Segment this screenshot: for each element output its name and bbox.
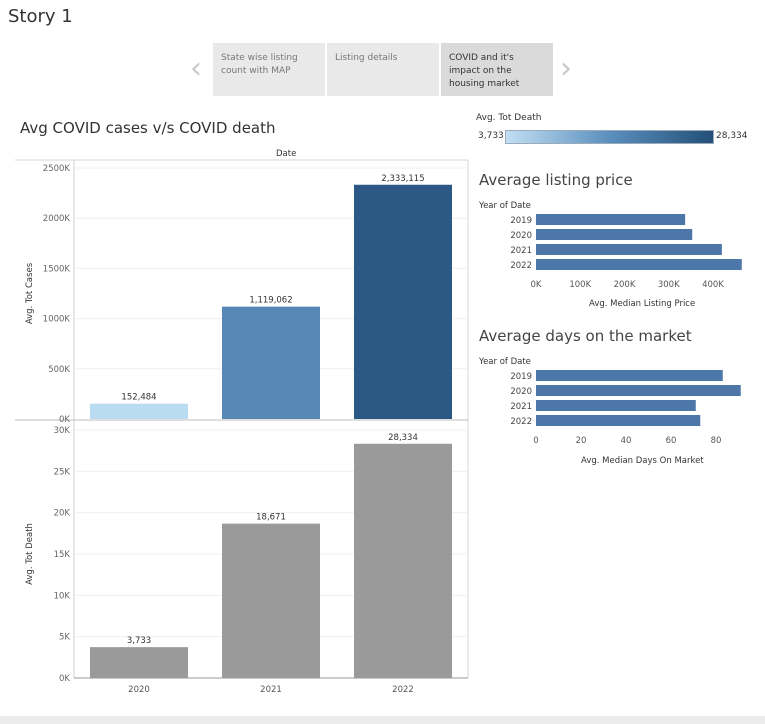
deaths-y-tick-label: 25K bbox=[54, 467, 71, 477]
days-market-bar-2019 bbox=[536, 370, 723, 381]
deaths-bar-2021 bbox=[222, 523, 320, 678]
listing-price-axis-title: Avg. Median Listing Price bbox=[589, 299, 696, 309]
listing-price-bar-2020 bbox=[536, 229, 693, 240]
footer-strip bbox=[0, 716, 765, 724]
cases-y-tick-label: 2000K bbox=[43, 214, 71, 224]
days-market-row-header: Year of Date bbox=[479, 357, 531, 367]
deaths-y-axis-title: Avg. Tot Death bbox=[25, 523, 35, 585]
deaths-data-label: 3,733 bbox=[127, 636, 151, 646]
deaths-y-tick-label: 30K bbox=[54, 426, 71, 436]
cases-data-label: 152,484 bbox=[121, 393, 156, 403]
days-market-row-label: 2019 bbox=[510, 372, 532, 382]
cases-y-tick-label: 0K bbox=[59, 415, 70, 425]
deaths-y-tick-label: 5K bbox=[59, 633, 70, 643]
listing-price-row-header: Year of Date bbox=[479, 201, 531, 211]
covid-dual-bar-chart: 0K500K1000K1500K2000K2500K152,4841,119,0… bbox=[15, 159, 742, 695]
deaths-data-label: 18,671 bbox=[256, 513, 286, 523]
x-tick-label: 2021 bbox=[260, 685, 282, 695]
listing-price-x-tick-label: 200K bbox=[614, 280, 636, 290]
listing-price-row-label: 2022 bbox=[510, 261, 532, 271]
deaths-y-tick-label: 20K bbox=[54, 509, 71, 519]
days-market-title: Average days on the market bbox=[479, 327, 692, 345]
deaths-bar-2020 bbox=[90, 647, 188, 678]
listing-price-bar-2021 bbox=[536, 244, 722, 255]
legend-title: Avg. Tot Death bbox=[476, 113, 542, 123]
deaths-y-tick-label: 0K bbox=[59, 674, 70, 684]
listing-price-x-tick-label: 100K bbox=[569, 280, 591, 290]
days-market-row-label: 2021 bbox=[510, 402, 532, 412]
days-market-x-tick-label: 60 bbox=[666, 436, 677, 446]
listing-price-row-label: 2019 bbox=[510, 216, 532, 226]
story-title: Story 1 bbox=[8, 6, 73, 27]
cases-y-tick-label: 2500K bbox=[43, 164, 71, 174]
days-market-x-tick-label: 20 bbox=[576, 436, 587, 446]
legend-color-ramp[interactable] bbox=[505, 130, 714, 144]
chevron-right-icon[interactable]: › bbox=[560, 51, 572, 86]
listing-price-x-tick-label: 0K bbox=[531, 280, 542, 290]
listing-price-bar-2022 bbox=[536, 259, 742, 270]
days-market-x-tick-label: 80 bbox=[711, 436, 722, 446]
cases-y-tick-label: 1000K bbox=[43, 315, 71, 325]
cases-data-label: 2,333,115 bbox=[381, 174, 424, 184]
days-market-x-tick-label: 40 bbox=[621, 436, 632, 446]
cases-y-tick-label: 500K bbox=[48, 365, 70, 375]
x-tick-label: 2020 bbox=[128, 685, 150, 695]
days-market-bar-2020 bbox=[536, 385, 741, 396]
cases-bar-2020 bbox=[90, 403, 188, 419]
days-market-row-label: 2022 bbox=[510, 417, 532, 427]
deaths-y-tick-label: 15K bbox=[54, 550, 71, 560]
story-point-listing-details[interactable]: Listing details bbox=[327, 43, 439, 96]
cases-data-label: 1,119,062 bbox=[249, 296, 292, 306]
story-point-label: Listing details bbox=[335, 53, 398, 63]
deaths-bar-2022 bbox=[354, 443, 452, 678]
listing-price-x-tick-label: 400K bbox=[702, 280, 724, 290]
days-market-bar-2021 bbox=[536, 400, 696, 411]
cases-y-tick-label: 1500K bbox=[43, 264, 71, 274]
deaths-y-tick-label: 10K bbox=[54, 591, 71, 601]
legend-max-label: 28,334 bbox=[716, 131, 748, 141]
listing-price-title: Average listing price bbox=[479, 171, 633, 189]
listing-price-bar-2019 bbox=[536, 214, 686, 225]
legend-min-label: 3,733 bbox=[478, 131, 504, 141]
story-point-state-map[interactable]: State wise listing count with MAP bbox=[213, 43, 325, 96]
story-point-label: COVID and it's impact on the housing mar… bbox=[449, 53, 520, 89]
x-tick-label: 2022 bbox=[392, 685, 414, 695]
days-market-x-tick-label: 0 bbox=[533, 436, 538, 446]
listing-price-x-tick-label: 300K bbox=[658, 280, 680, 290]
cases-bar-2021 bbox=[222, 306, 320, 419]
days-market-axis-title: Avg. Median Days On Market bbox=[581, 456, 704, 466]
chevron-left-icon[interactable]: ‹ bbox=[190, 51, 202, 86]
sheet-title: Avg COVID cases v/s COVID death bbox=[20, 119, 276, 137]
cases-y-axis-title: Avg. Tot Cases bbox=[25, 262, 35, 324]
cases-bar-2022 bbox=[354, 184, 452, 419]
days-market-bar-2022 bbox=[536, 415, 701, 426]
story-point-label: State wise listing count with MAP bbox=[221, 53, 298, 76]
column-header-date: Date bbox=[276, 149, 297, 159]
listing-price-row-label: 2021 bbox=[510, 246, 532, 256]
days-market-row-label: 2020 bbox=[510, 387, 532, 397]
story-point-covid-impact[interactable]: COVID and it's impact on the housing mar… bbox=[441, 43, 553, 96]
listing-price-row-label: 2020 bbox=[510, 231, 532, 241]
deaths-data-label: 28,334 bbox=[388, 433, 418, 443]
